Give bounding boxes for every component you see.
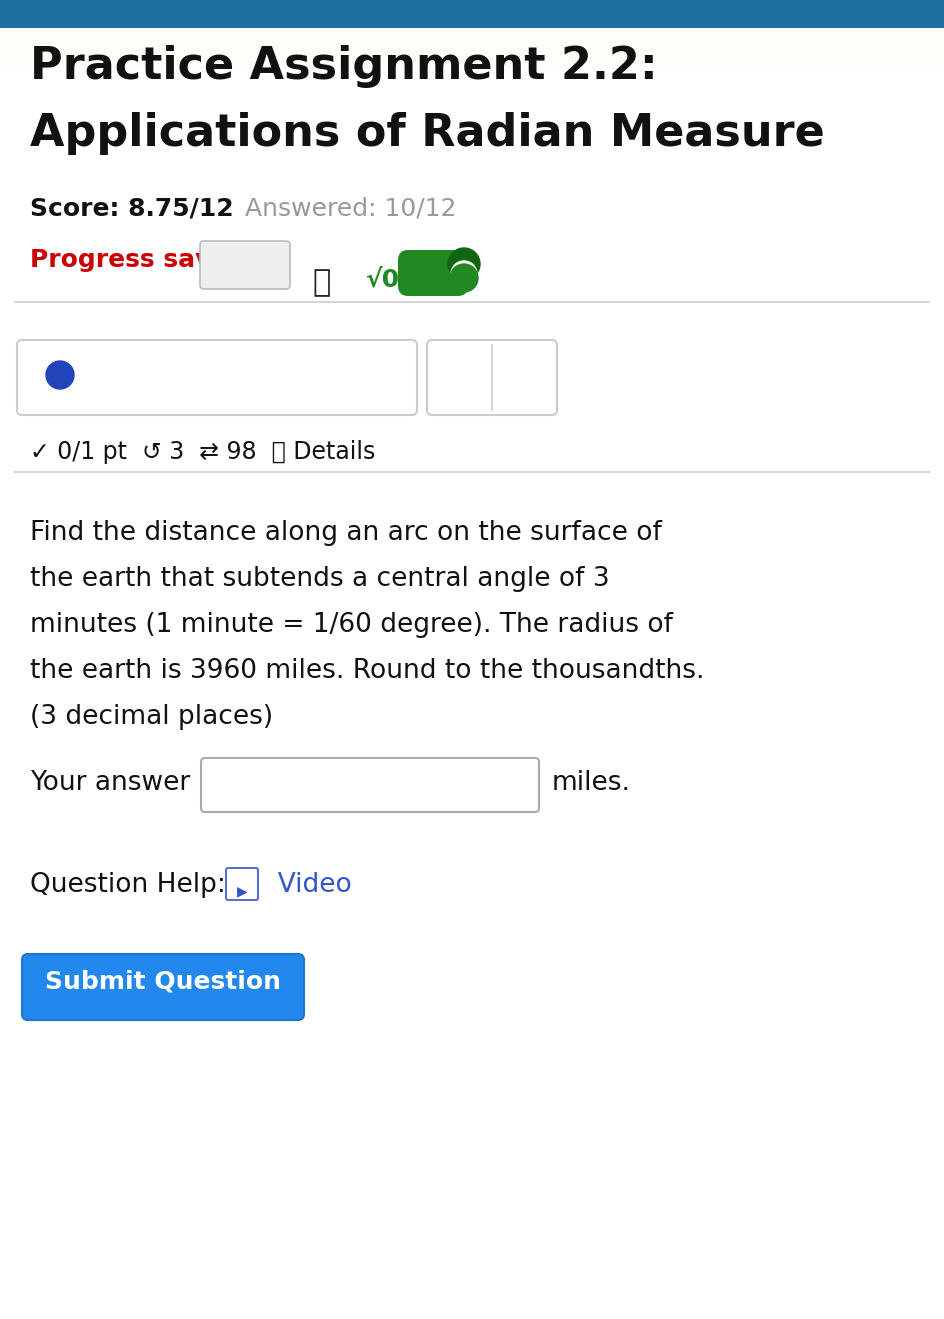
Text: √0: √0 <box>365 268 399 291</box>
Text: minutes (1 minute = 1/60 degree). The radius of: minutes (1 minute = 1/60 degree). The ra… <box>30 612 673 638</box>
Text: >: > <box>512 361 532 386</box>
Text: Progress saved: Progress saved <box>30 248 246 272</box>
Text: Question 4: Question 4 <box>84 360 228 386</box>
FancyBboxPatch shape <box>398 251 468 295</box>
FancyBboxPatch shape <box>0 0 944 28</box>
Text: ▼: ▼ <box>385 360 396 375</box>
FancyBboxPatch shape <box>201 758 539 813</box>
Text: Your answer is: Your answer is <box>30 770 220 795</box>
Text: ✓ 0/1 pt  ↺ 3  ⇄ 98  ⓘ Details: ✓ 0/1 pt ↺ 3 ⇄ 98 ⓘ Details <box>30 441 376 464</box>
FancyBboxPatch shape <box>0 28 944 70</box>
FancyBboxPatch shape <box>427 340 557 415</box>
Circle shape <box>46 361 74 389</box>
FancyBboxPatch shape <box>22 954 304 1020</box>
FancyBboxPatch shape <box>17 340 417 415</box>
Circle shape <box>450 264 478 291</box>
Text: Score: 8.75/12: Score: 8.75/12 <box>30 197 233 220</box>
Text: Done: Done <box>216 268 275 288</box>
FancyBboxPatch shape <box>226 868 258 900</box>
Circle shape <box>448 248 480 280</box>
Text: (3 decimal places): (3 decimal places) <box>30 704 273 729</box>
Text: miles.: miles. <box>552 770 631 795</box>
Text: Answered: 10/12: Answered: 10/12 <box>245 197 457 220</box>
FancyBboxPatch shape <box>200 241 290 289</box>
Text: Applications of Radian Measure: Applications of Radian Measure <box>30 112 825 156</box>
Text: the earth that subtends a central angle of 3: the earth that subtends a central angle … <box>30 566 610 592</box>
Text: Find the distance along an arc on the surface of: Find the distance along an arc on the su… <box>30 520 662 546</box>
Text: ⎙: ⎙ <box>312 268 330 297</box>
Text: ▶: ▶ <box>237 884 247 898</box>
Text: Question Help:: Question Help: <box>30 872 226 898</box>
Text: <: < <box>451 361 472 386</box>
Text: Practice Assignment 2.2:: Practice Assignment 2.2: <box>30 45 658 88</box>
Text: Submit Question: Submit Question <box>45 969 281 995</box>
Circle shape <box>451 261 477 288</box>
Text: Video: Video <box>261 872 352 898</box>
Text: the earth is 3960 miles. Round to the thousandths.: the earth is 3960 miles. Round to the th… <box>30 658 704 685</box>
